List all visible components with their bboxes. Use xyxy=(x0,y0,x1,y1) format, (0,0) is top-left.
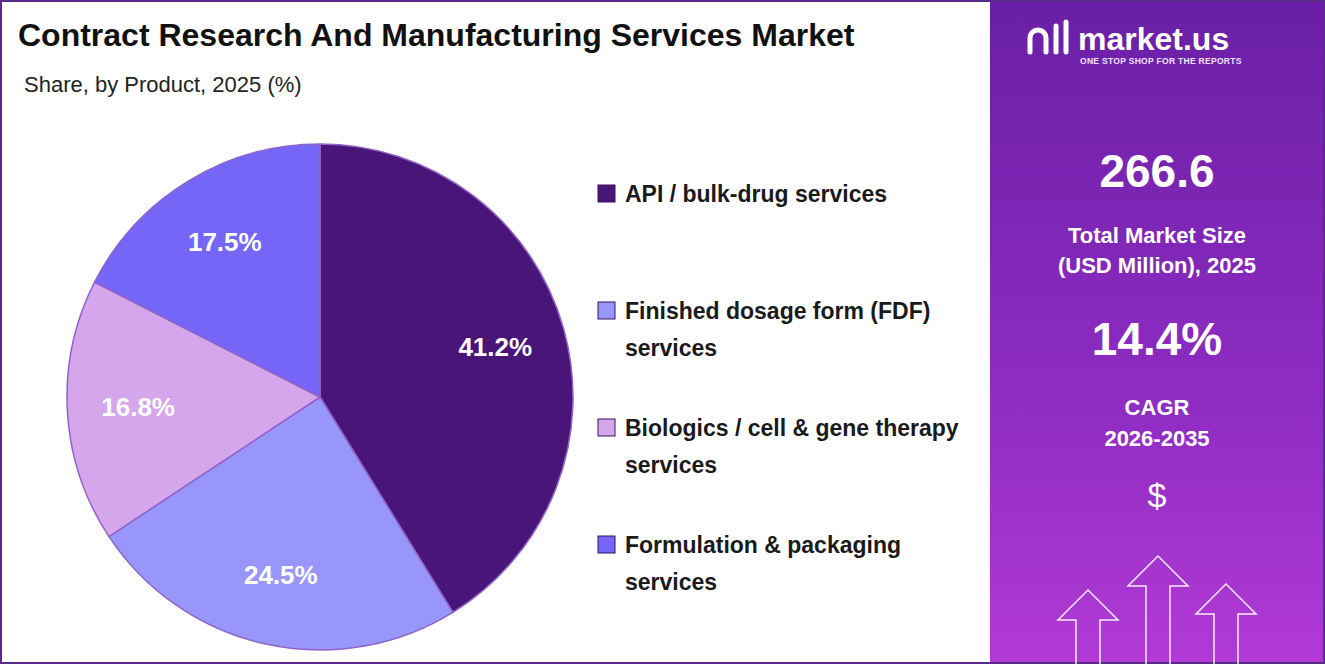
frame xyxy=(1,1,1324,663)
decor-arrows xyxy=(1058,556,1256,664)
cagr-label: CAGR xyxy=(1125,395,1190,420)
legend-line: services xyxy=(625,452,717,478)
legend-label: API / bulk-drug services xyxy=(625,181,887,207)
data-label: 24.5% xyxy=(244,560,318,590)
logo-icon xyxy=(1030,22,1066,52)
cagr-label: 2026-2035 xyxy=(1104,426,1209,451)
brand: market.us xyxy=(1078,21,1229,57)
legend-label: Formulation & packaging services xyxy=(625,532,901,595)
logo-shape xyxy=(1030,30,1046,52)
legend-line: Formulation & packaging xyxy=(625,532,901,558)
market-size: 266.6 xyxy=(1099,145,1214,197)
legend-swatch xyxy=(598,185,615,202)
title: Contract Research And Manufacturing Serv… xyxy=(18,17,855,53)
data-label: 41.2% xyxy=(458,332,532,362)
decor-arrow xyxy=(1128,556,1188,664)
chart: Contract Research And Manufacturing Serv… xyxy=(0,0,1325,664)
side-panel xyxy=(990,0,1325,664)
data-label: 16.8% xyxy=(101,392,175,422)
legend: API / bulk-drug services Finished dosage … xyxy=(598,181,959,595)
legend-swatch xyxy=(598,536,615,553)
logo-shape xyxy=(1064,22,1069,52)
slice xyxy=(95,144,320,397)
currency-symbol: $ xyxy=(1148,476,1167,514)
legend-line: API / bulk-drug services xyxy=(625,181,887,207)
logo-shape xyxy=(1054,26,1059,52)
legend-swatch xyxy=(598,302,615,319)
legend-line: Finished dosage form (FDF) xyxy=(625,298,930,324)
market-size-label: Total Market Size xyxy=(1068,223,1246,248)
pie xyxy=(67,144,573,650)
legend-line: services xyxy=(625,569,717,595)
subtitle: Share, by Product, 2025 (%) xyxy=(24,72,302,97)
background xyxy=(0,0,1325,664)
data-labels: 41.2% 24.5% 16.8% 17.5% xyxy=(101,227,532,590)
decor-arrow xyxy=(1058,590,1118,664)
market-size-label: (USD Million), 2025 xyxy=(1058,253,1256,278)
legend-line: services xyxy=(625,335,717,361)
decor-arrow xyxy=(1196,584,1256,664)
legend-label: Biologics / cell & gene therapy services xyxy=(625,415,959,478)
data-label: 17.5% xyxy=(188,227,262,257)
cagr-value: 14.4% xyxy=(1092,313,1222,365)
legend-line: Biologics / cell & gene therapy xyxy=(625,415,959,441)
legend-label: Finished dosage form (FDF) services xyxy=(625,298,930,361)
tagline: ONE STOP SHOP FOR THE REPORTS xyxy=(1080,56,1242,66)
legend-swatch xyxy=(598,419,615,436)
